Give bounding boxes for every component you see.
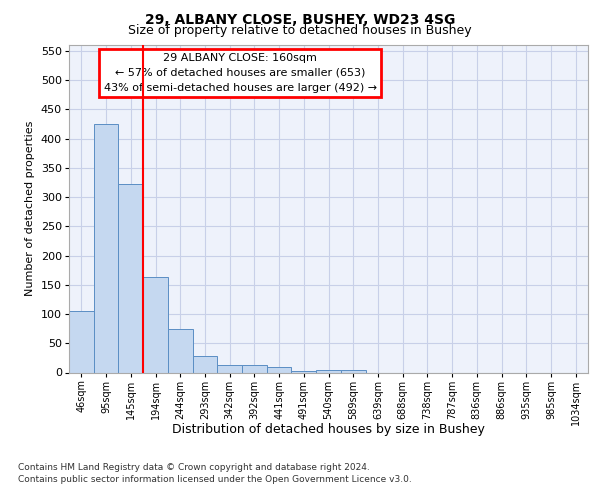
Bar <box>94 124 118 372</box>
Text: Contains public sector information licensed under the Open Government Licence v3: Contains public sector information licen… <box>18 474 412 484</box>
Bar <box>168 328 193 372</box>
Bar <box>341 370 365 372</box>
Bar <box>267 366 292 372</box>
Bar <box>118 184 143 372</box>
Bar <box>193 356 217 372</box>
Bar <box>143 277 168 372</box>
Y-axis label: Number of detached properties: Number of detached properties <box>25 121 35 296</box>
Bar <box>242 366 267 372</box>
Text: Contains HM Land Registry data © Crown copyright and database right 2024.: Contains HM Land Registry data © Crown c… <box>18 464 370 472</box>
Text: 29, ALBANY CLOSE, BUSHEY, WD23 4SG: 29, ALBANY CLOSE, BUSHEY, WD23 4SG <box>145 12 455 26</box>
Bar <box>69 311 94 372</box>
Text: 29 ALBANY CLOSE: 160sqm
← 57% of detached houses are smaller (653)
43% of semi-d: 29 ALBANY CLOSE: 160sqm ← 57% of detache… <box>104 53 377 93</box>
Bar <box>292 370 316 372</box>
Bar <box>316 370 341 372</box>
Text: Distribution of detached houses by size in Bushey: Distribution of detached houses by size … <box>172 422 485 436</box>
Text: Size of property relative to detached houses in Bushey: Size of property relative to detached ho… <box>128 24 472 37</box>
Bar <box>217 366 242 372</box>
